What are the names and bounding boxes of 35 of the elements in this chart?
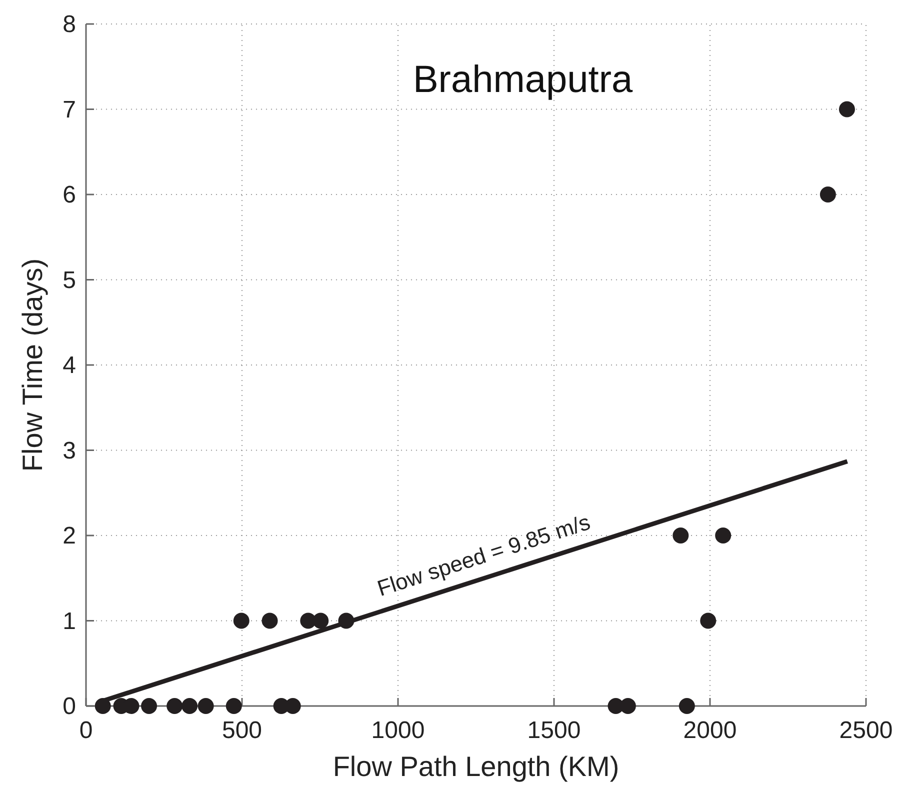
point — [312, 612, 329, 629]
y-tick-label: 8 — [62, 11, 76, 38]
point — [141, 698, 158, 714]
x-tick-label: 2000 — [683, 717, 737, 744]
point — [838, 101, 855, 118]
point — [94, 698, 111, 714]
y-axis-title: Flow Time (days) — [17, 258, 48, 472]
x-tick-label: 500 — [222, 717, 262, 744]
y-tick-label: 5 — [62, 266, 76, 294]
point — [700, 612, 716, 629]
point — [672, 528, 689, 544]
text: Brahmaputra — [412, 59, 634, 102]
y-tick-label: 7 — [62, 96, 76, 124]
y-tick-label: 6 — [62, 182, 76, 208]
point — [262, 612, 278, 629]
point — [715, 528, 732, 544]
y-tick-label: 0 — [62, 693, 76, 720]
point — [233, 612, 250, 629]
y-tick-label: 2 — [62, 522, 76, 550]
point — [182, 698, 198, 714]
point — [678, 698, 695, 714]
x-axis-title: Flow Path Length (KM) — [332, 751, 620, 782]
y-tick-label: 4 — [62, 352, 76, 379]
y-tick-label: 1 — [62, 608, 76, 635]
annotation: Flow speed = 9.85 m/s — [374, 509, 594, 602]
x-tick-label: 0 — [79, 717, 93, 744]
point — [198, 698, 214, 714]
point — [226, 698, 242, 714]
x-tick-label: 1500 — [527, 717, 581, 744]
point — [166, 698, 183, 714]
point — [620, 698, 636, 714]
x-tick-label: 2500 — [839, 717, 893, 744]
point — [820, 186, 836, 202]
x-tick-label: 1000 — [371, 717, 425, 744]
y-tick-label: 3 — [62, 437, 76, 464]
